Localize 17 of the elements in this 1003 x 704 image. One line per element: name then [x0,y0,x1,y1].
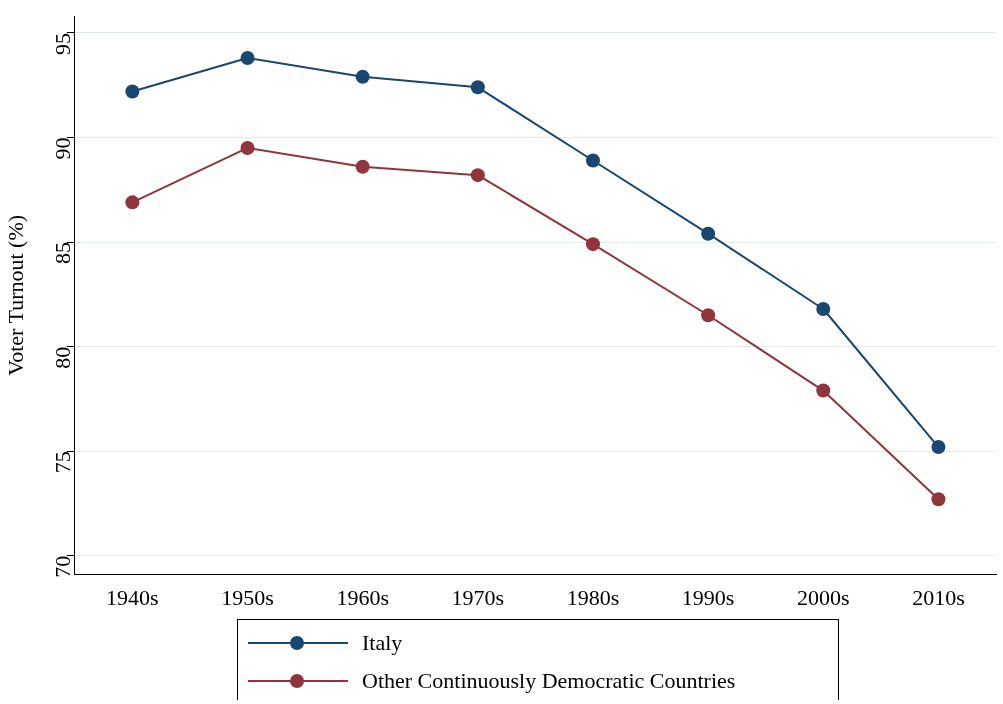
x-tick-label: 1980s [566,584,620,610]
x-tick-label: 1950s [221,584,274,610]
x-tick-label: 1990s [681,584,735,610]
y-tick-label: 85 [49,242,75,265]
y-tick-label: 90 [49,137,75,160]
x-tick-label: 1960s [336,584,389,610]
legend-label: Italy [362,630,403,656]
y-tick-label: 80 [49,346,75,369]
x-tick-label: 2010s [912,584,965,610]
x-tick-label: 2000s [796,584,850,610]
y-tick-label: 95 [49,32,75,55]
y-axis-title: Voter Turnout (%) [2,214,28,376]
y-tick-label: 70 [49,555,75,578]
x-tick-label: 1970s [451,584,505,610]
legend-label: Other Continuously Democratic Countries [362,668,736,694]
y-tick-label: 75 [49,451,75,474]
x-tick-label: 1940s [106,584,159,610]
